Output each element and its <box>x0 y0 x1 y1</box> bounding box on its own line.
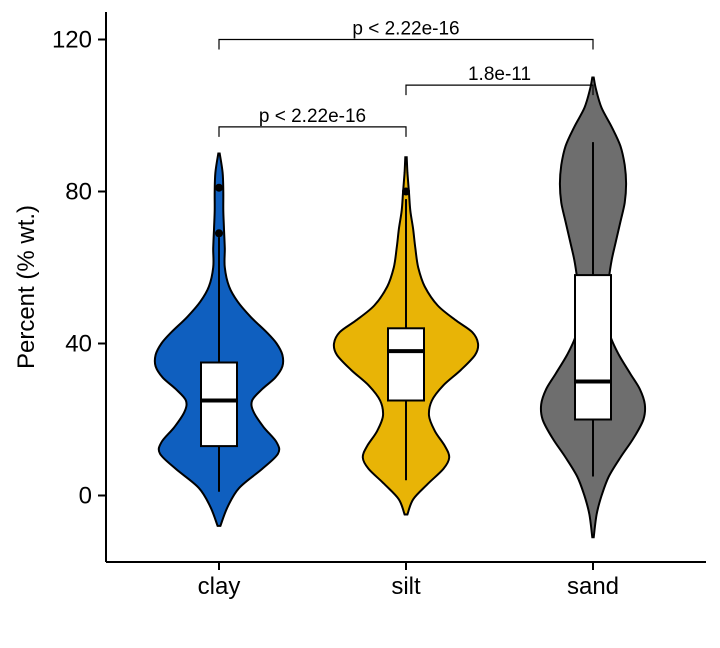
box-sand <box>574 274 612 421</box>
y-axis-title: Percent (% wt.) <box>13 205 40 369</box>
x-tick-label: clay <box>198 573 241 600</box>
y-tick-label: 80 <box>65 179 92 206</box>
outlier-point-clay <box>215 183 223 192</box>
axes: 0 40 80 120 clay silt sand <box>52 27 619 601</box>
comparison-bracket <box>218 126 407 137</box>
comparison-label: p < 2.22e-16 <box>259 106 366 127</box>
box-silt <box>387 327 425 402</box>
comparison-bracket <box>405 84 594 96</box>
outlier-point-clay <box>215 229 223 238</box>
comparison-bracket <box>218 38 594 50</box>
comparison-label: p < 2.22e-16 <box>352 19 459 40</box>
outlier-point-silt <box>402 187 410 196</box>
x-tick-label: silt <box>391 573 421 600</box>
y-tick-label: 40 <box>65 331 92 358</box>
x-tick-label: sand <box>567 573 619 600</box>
plot-area: p < 2.22e-16 1.8e-11 p < 2.22e-16 <box>153 19 647 539</box>
y-tick-label: 120 <box>52 27 92 54</box>
y-tick-label: 0 <box>79 483 92 510</box>
box-clay <box>200 361 238 448</box>
comparison-label: 1.8e-11 <box>468 64 531 85</box>
